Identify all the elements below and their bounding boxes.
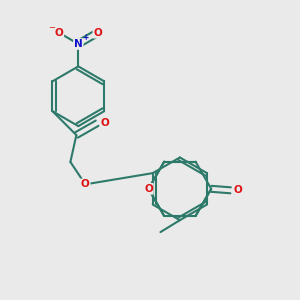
Text: N: N	[74, 39, 83, 49]
Text: O: O	[234, 185, 242, 195]
Text: O: O	[55, 28, 63, 38]
Text: +: +	[82, 33, 88, 42]
Text: −: −	[48, 23, 55, 32]
Text: O: O	[93, 28, 102, 38]
Text: O: O	[81, 179, 90, 189]
Text: O: O	[144, 184, 153, 194]
Text: O: O	[100, 118, 109, 128]
